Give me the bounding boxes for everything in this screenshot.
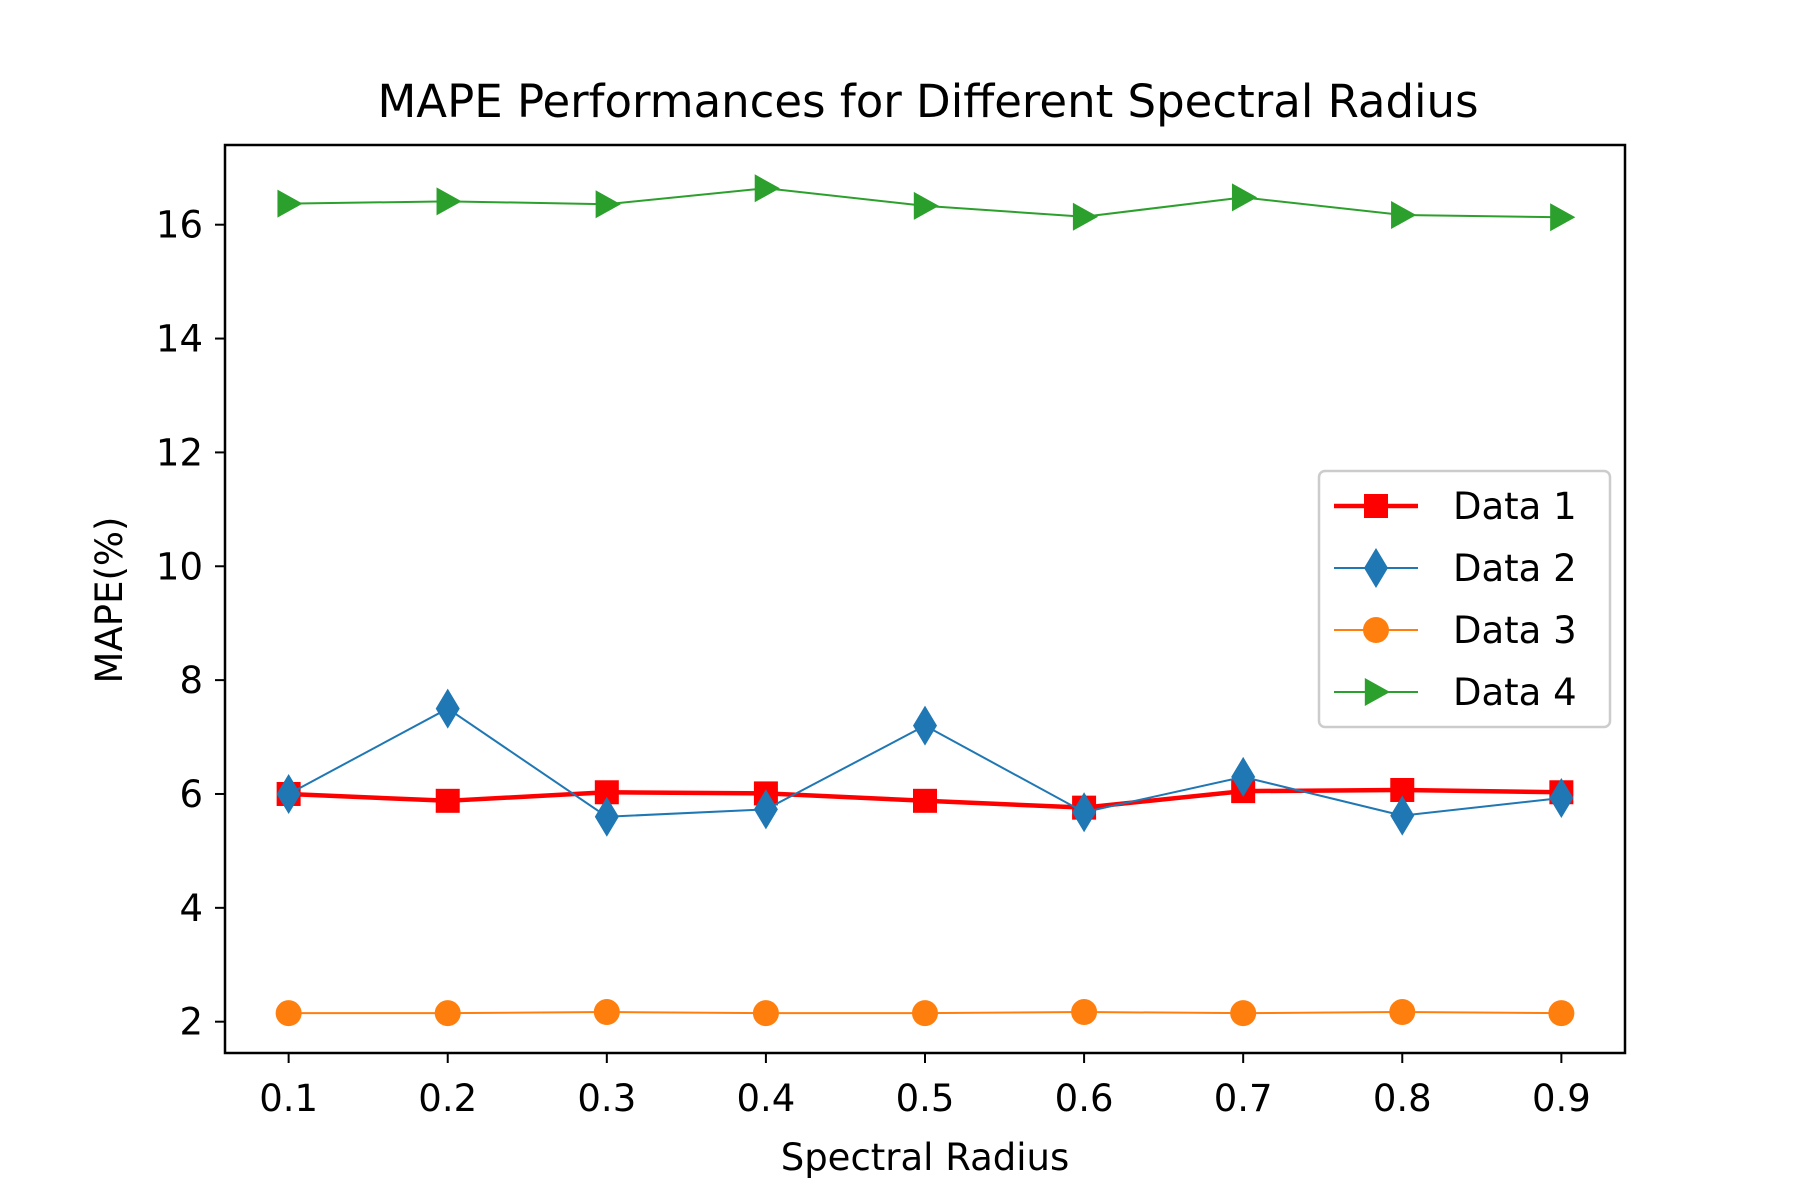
data-point (912, 1000, 938, 1027)
data-point (1550, 203, 1576, 232)
y-tick-label: 10 (156, 545, 203, 588)
x-tick-label: 0.9 (1532, 1077, 1591, 1120)
legend-item: Data 4 (1334, 671, 1577, 714)
series-2 (276, 688, 1574, 837)
data-point (1231, 183, 1258, 212)
legend-item: Data 1 (1334, 485, 1577, 528)
legend-box (1317, 469, 1612, 729)
x-tick-label: 0.7 (1214, 1077, 1273, 1120)
legend-marker (1364, 494, 1388, 518)
data-point (594, 796, 619, 837)
y-tick-label: 14 (156, 318, 203, 361)
x-tick-label: 0.5 (896, 1077, 955, 1120)
data-point (595, 190, 621, 219)
legend-item: Data 2 (1334, 547, 1577, 590)
y-tick-label: 12 (156, 431, 203, 474)
x-tick-label: 0.8 (1373, 1077, 1432, 1120)
plot-area (275, 174, 1576, 1027)
data-point (1231, 756, 1256, 797)
y-tick-label: 8 (179, 659, 203, 702)
data-point (1071, 999, 1098, 1026)
chart-title: MAPE Performances for Different Spectral… (377, 75, 1478, 128)
legend: Data 1 Data 2 Data 3 Data 4 (1317, 469, 1612, 729)
x-tick-label: 0.6 (1055, 1077, 1114, 1120)
data-point (1391, 201, 1417, 230)
data-point (1072, 792, 1097, 833)
y-tick-label: 4 (179, 887, 203, 930)
y-axis: 2 4 6 8 10 12 14 16 (156, 204, 225, 1044)
data-point (1549, 777, 1574, 818)
data-point (435, 788, 460, 813)
legend-label: Data 2 (1453, 547, 1577, 590)
data-point (593, 999, 620, 1026)
y-axis-label: MAPE(%) (88, 517, 131, 684)
data-point (435, 688, 460, 729)
data-point (277, 189, 303, 218)
legend-label: Data 3 (1453, 609, 1577, 652)
legend-label: Data 1 (1453, 485, 1577, 528)
data-point (1230, 1000, 1257, 1027)
legend-label: Data 4 (1453, 671, 1577, 714)
data-point (1389, 999, 1416, 1026)
x-tick-label: 0.4 (736, 1077, 795, 1120)
y-tick-label: 6 (179, 773, 203, 816)
legend-marker (1363, 617, 1389, 643)
y-tick-label: 2 (179, 1001, 203, 1044)
data-point (275, 1000, 302, 1027)
data-point (913, 788, 937, 813)
data-point (1072, 202, 1099, 231)
y-tick-label: 16 (156, 204, 203, 247)
x-tick-label: 0.2 (418, 1077, 477, 1120)
legend-marker (1364, 678, 1390, 706)
x-axis-label: Spectral Radius (781, 1136, 1070, 1179)
data-point (913, 705, 937, 746)
x-tick-label: 0.1 (259, 1077, 318, 1120)
legend-item: Data 3 (1334, 609, 1577, 652)
data-point (753, 789, 778, 830)
series-4 (277, 174, 1576, 232)
data-point (436, 187, 462, 216)
data-point (1548, 1000, 1575, 1027)
x-axis: 0.1 0.2 0.3 0.4 0.5 0.6 0.7 0.8 0.9 (259, 1053, 1591, 1120)
data-point (276, 773, 301, 814)
data-point (754, 174, 780, 203)
data-point (434, 1000, 461, 1027)
data-point (913, 191, 939, 220)
data-point (752, 1000, 779, 1027)
series-3 (275, 999, 1575, 1027)
data-point (1390, 795, 1415, 836)
x-tick-label: 0.3 (577, 1077, 636, 1120)
legend-marker (1364, 548, 1388, 588)
